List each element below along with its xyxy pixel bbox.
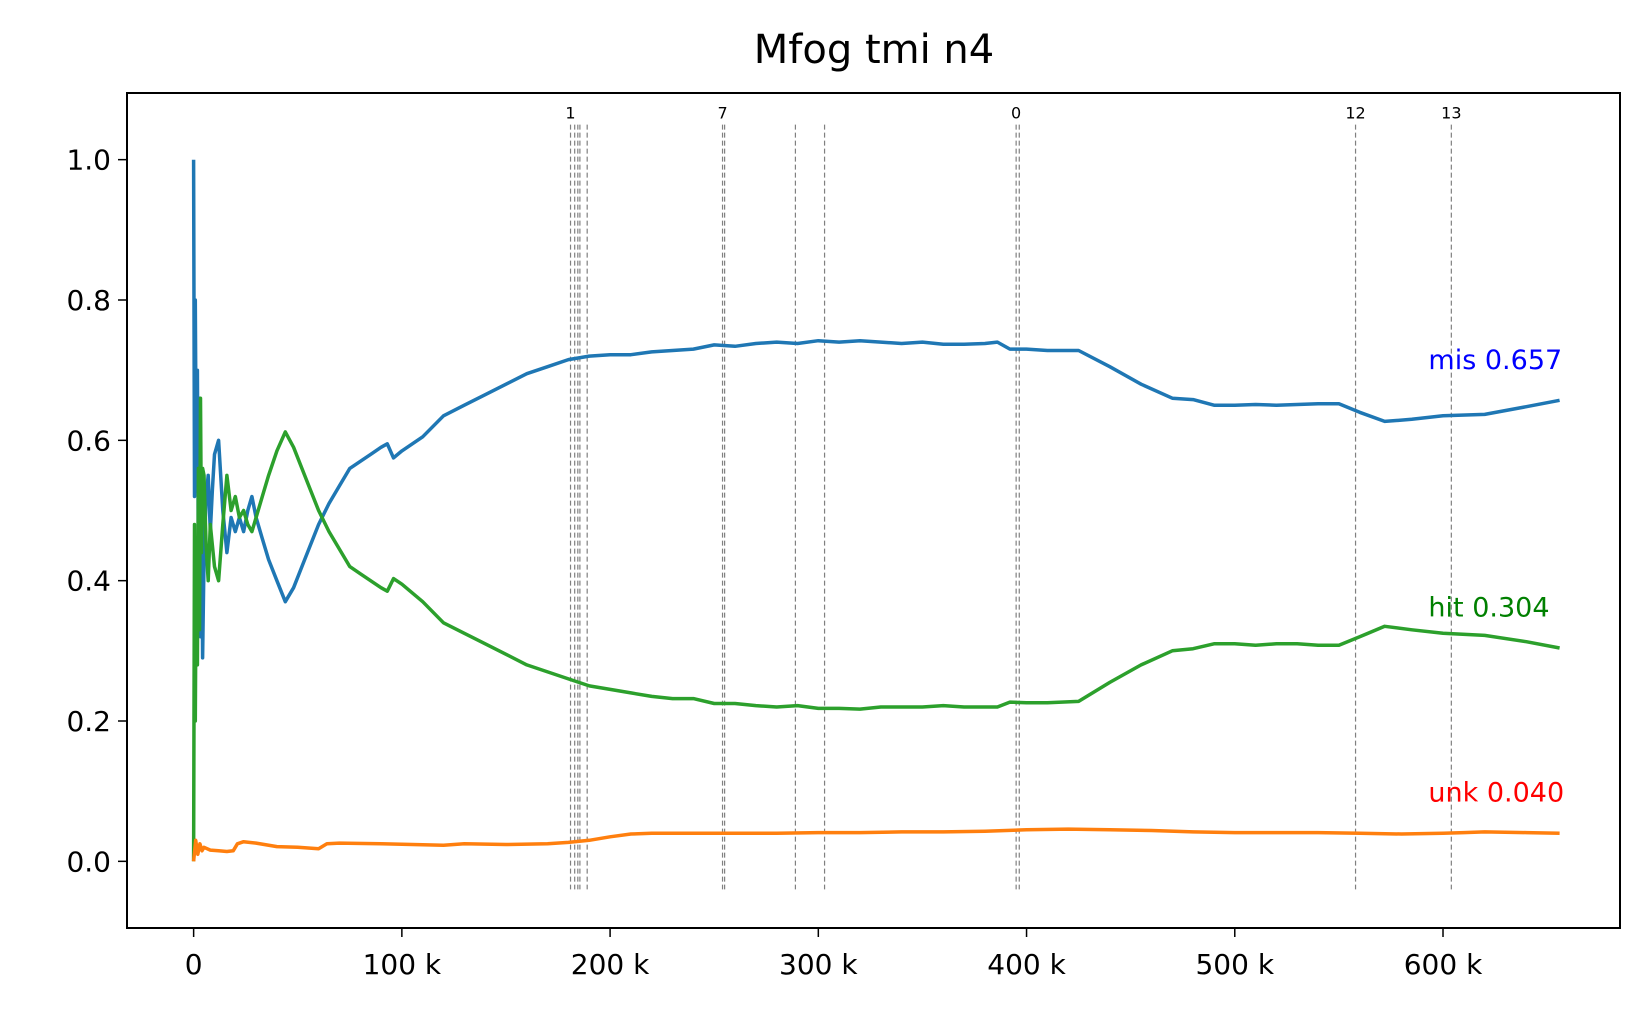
- x-tick-label: 100 k: [363, 948, 442, 981]
- y-tick-label: 0.2: [66, 705, 111, 738]
- y-axis: 0.0 0.2 0.4 0.6 0.8 1.0: [66, 144, 127, 878]
- series-line-unk: [191, 827, 1560, 862]
- x-axis: 0 100 k 200 k 300 k 400 k 500 k 600 k: [185, 928, 1483, 981]
- event-marker-label: 7: [717, 104, 727, 123]
- y-tick-label: 0.8: [66, 284, 111, 317]
- x-tick-label: 300 k: [779, 948, 858, 981]
- x-tick-label: 500 k: [1195, 948, 1274, 981]
- series-end-label-hit: hit 0.304: [1428, 592, 1549, 623]
- series-end-label-unk: unk 0.040: [1428, 778, 1564, 809]
- event-marker-label: 1: [565, 104, 575, 123]
- series-end-labels: mis 0.657 hit 0.304 unk 0.040: [1428, 345, 1564, 809]
- y-tick-label: 1.0: [66, 144, 111, 177]
- y-tick-label: 0.0: [66, 845, 111, 878]
- event-markers: 1 7 0 12 13: [565, 104, 1462, 890]
- series-end-label-mis: mis 0.657: [1428, 345, 1562, 376]
- y-tick-label: 0.6: [66, 424, 111, 457]
- x-tick-label: 600 k: [1404, 948, 1483, 981]
- event-marker-label: 0: [1011, 104, 1021, 123]
- y-tick-label: 0.4: [66, 565, 111, 598]
- series-layer: [191, 159, 1560, 862]
- event-marker-label: 12: [1345, 104, 1365, 123]
- chart-title: Mfog tmi n4: [754, 27, 994, 73]
- plot-frame: [126, 92, 1621, 929]
- x-tick-label: 400 k: [987, 948, 1066, 981]
- event-marker-label: 13: [1441, 104, 1461, 123]
- series-line-hit: [191, 396, 1560, 862]
- series-line-mis: [191, 159, 1560, 660]
- x-tick-label: 200 k: [571, 948, 650, 981]
- x-tick-label: 0: [185, 948, 203, 981]
